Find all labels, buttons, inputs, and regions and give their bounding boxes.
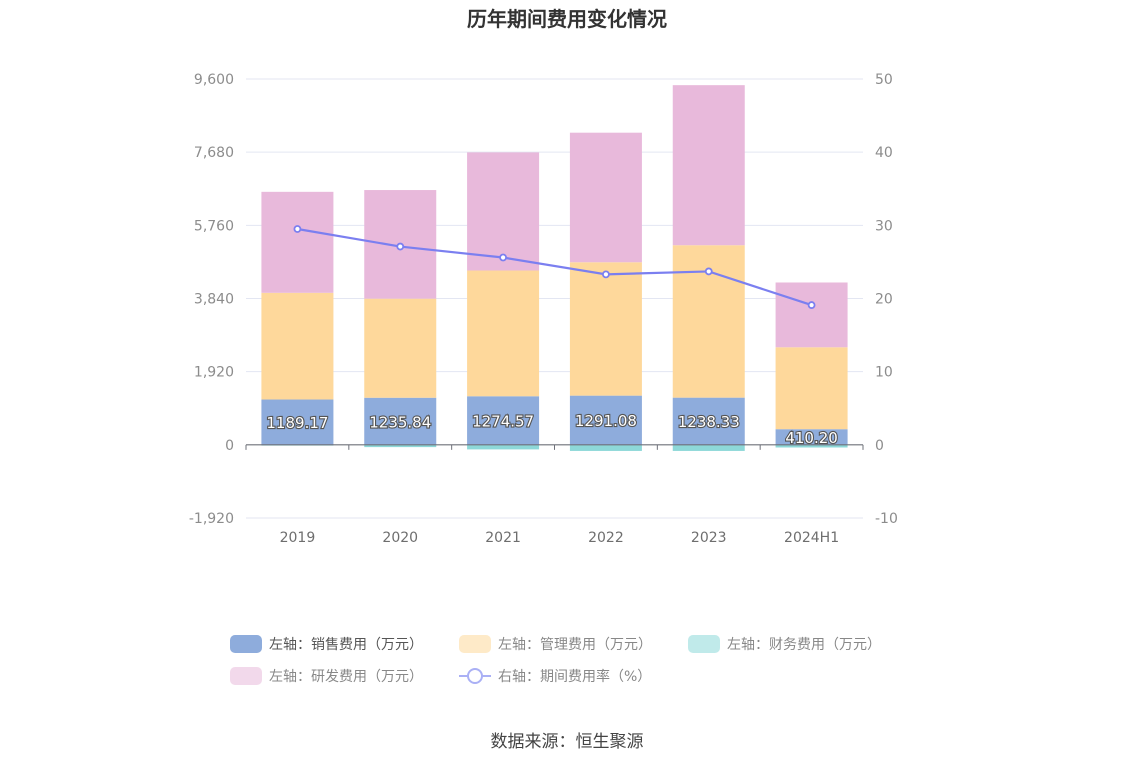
bar-data-label: 1238.33 xyxy=(678,413,740,431)
bar xyxy=(261,292,334,400)
bar xyxy=(467,396,540,445)
bar xyxy=(775,282,848,348)
left-axis-tick-label: 5,760 xyxy=(194,218,234,234)
bar xyxy=(775,347,848,430)
legend-label: 左轴：销售费用（万元） xyxy=(269,637,423,653)
bar-series xyxy=(261,85,848,451)
left-axis-tick-label: 0 xyxy=(225,438,234,454)
rate-point xyxy=(396,242,405,251)
bar-data-label: 410.20 xyxy=(785,429,838,447)
legend-swatch xyxy=(230,635,262,653)
rate-point xyxy=(602,270,610,279)
bar-data-label: 1235.84 xyxy=(369,413,431,431)
legend-swatch xyxy=(230,667,262,685)
legend-item: 右轴：期间费用率（%） xyxy=(459,668,651,685)
x-axis-tick-label: 2019 xyxy=(280,530,316,546)
bar xyxy=(467,444,540,450)
bar-data-label: 1189.17 xyxy=(266,414,328,432)
chart-title: 历年期间费用变化情况 xyxy=(467,7,667,31)
bar xyxy=(569,262,642,396)
bar xyxy=(261,191,334,293)
legend-item: 左轴：财务费用（万元） xyxy=(688,635,881,653)
left-axis-tick-label: 9,600 xyxy=(194,72,234,88)
bar xyxy=(261,399,334,445)
legend-label: 右轴：期间费用率（%） xyxy=(498,668,651,685)
x-axis-tick-label: 2021 xyxy=(485,530,521,546)
rate-point xyxy=(293,225,302,233)
rate-line xyxy=(297,227,812,307)
bar xyxy=(467,270,540,397)
source-text: 数据来源：恒生聚源 xyxy=(491,732,644,752)
right-axis-tick-label: -10 xyxy=(875,511,898,527)
rate-point xyxy=(807,301,816,309)
legend-swatch xyxy=(459,635,491,653)
axes: -1,920 0 1,920 3,840 5,760 7,680 9,600 -10 0 10 20… xyxy=(189,72,898,546)
bar xyxy=(775,444,848,448)
bar-data-label: 1274.57 xyxy=(472,413,534,431)
right-axis-tick-label: 10 xyxy=(875,365,893,381)
bar xyxy=(569,444,642,451)
legend-item: 左轴：管理费用（万元） xyxy=(459,635,652,653)
right-axis-tick-label: 30 xyxy=(875,218,893,234)
bar xyxy=(364,298,437,398)
bar xyxy=(672,444,745,451)
bar xyxy=(569,395,642,445)
bar xyxy=(672,85,745,246)
left-axis-tick-label: 1,920 xyxy=(194,365,234,381)
bar xyxy=(467,152,540,271)
left-axis-tick-label: -1,920 xyxy=(189,511,234,527)
left-axis-tick-label: 7,680 xyxy=(194,145,234,161)
grid-lines xyxy=(246,78,863,519)
bar xyxy=(364,397,437,445)
right-axis-tick-label: 20 xyxy=(875,292,893,308)
legend-item: 左轴：销售费用（万元） xyxy=(230,635,423,653)
x-axis-tick-label: 2020 xyxy=(382,530,418,546)
legend-swatch xyxy=(688,635,720,653)
bar-data-label: 1291.08 xyxy=(575,412,637,430)
legend-label: 左轴：研发费用（万元） xyxy=(269,669,423,685)
right-axis-tick-label: 50 xyxy=(875,72,893,88)
rate-point xyxy=(704,267,713,276)
bar xyxy=(569,132,642,263)
legend-label: 左轴：财务费用（万元） xyxy=(727,637,881,653)
legend-item: 左轴：研发费用（万元） xyxy=(230,667,423,685)
line-series xyxy=(293,225,816,309)
right-axis-tick-label: 40 xyxy=(875,145,893,161)
bar xyxy=(364,444,437,448)
x-axis-tick-label: 2022 xyxy=(588,530,624,546)
x-axis-tick-label: 2024H1 xyxy=(784,530,839,546)
rate-point xyxy=(499,253,507,262)
bar-data-labels: 1189.17 1235.84 1274.57 1291.08 1238.33 410.2… xyxy=(265,411,839,448)
legend: 左轴：销售费用（万元） 左轴：管理费用（万元） 左轴：财务费用（万元） 左轴：研发费用… xyxy=(230,635,881,685)
left-axis-tick-label: 3,840 xyxy=(194,292,234,308)
right-axis-tick-label: 0 xyxy=(875,438,884,454)
legend-marker xyxy=(467,668,483,684)
legend-label: 左轴：管理费用（万元） xyxy=(498,637,652,653)
bar xyxy=(672,397,745,445)
bar xyxy=(775,429,848,445)
x-axis-tick-label: 2023 xyxy=(691,530,727,546)
